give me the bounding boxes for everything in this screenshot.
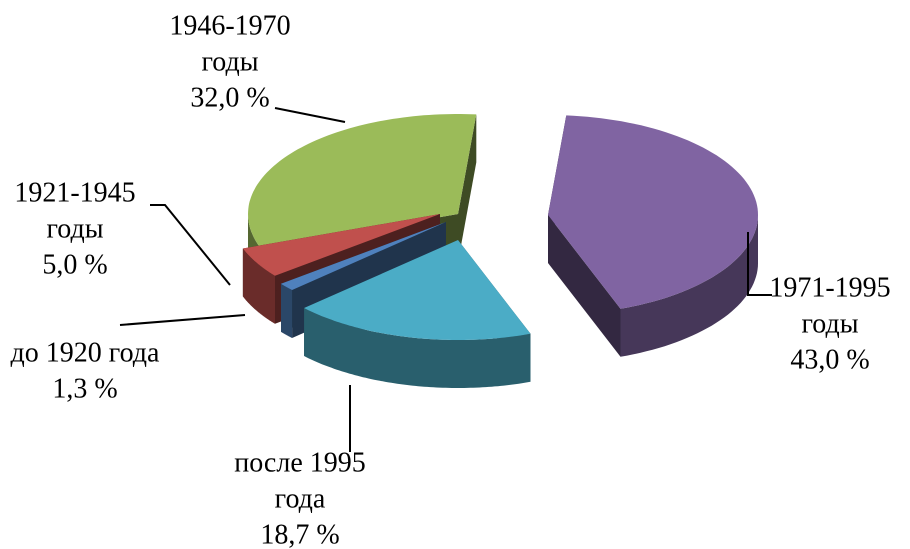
slice-top xyxy=(304,240,531,340)
value-label: 43,0 % xyxy=(790,344,869,375)
value-label: 1,3 % xyxy=(52,373,117,404)
slice-top xyxy=(548,115,758,309)
value-label: 18,7 % xyxy=(260,519,339,549)
slice-side xyxy=(548,215,621,357)
slice-label: 1946-1970 xyxy=(169,10,290,41)
slice-label: до 1920 года xyxy=(11,337,160,368)
slice-label: после 1995 xyxy=(234,447,366,478)
slice-side xyxy=(242,214,440,297)
slice xyxy=(304,240,531,388)
slice-label: годы xyxy=(46,213,103,244)
leader-line xyxy=(119,314,246,326)
slice-label: годы xyxy=(801,308,858,339)
value-label: 5,0 % xyxy=(42,249,107,280)
slice-wall xyxy=(304,308,531,388)
leader-line xyxy=(747,232,772,296)
slice-top xyxy=(248,114,477,249)
slice-top xyxy=(281,222,446,290)
leader-line xyxy=(274,107,346,123)
slice-top xyxy=(242,214,440,276)
slice-wall xyxy=(620,215,758,357)
slice-side xyxy=(458,114,477,263)
slice-wall xyxy=(242,248,275,324)
slice xyxy=(548,115,758,357)
slice-label: годы xyxy=(201,46,258,77)
leader-line xyxy=(150,204,231,286)
slice-label: 1971-1995 xyxy=(769,272,890,303)
slice-wall xyxy=(281,283,293,338)
slice-label: года xyxy=(275,483,326,514)
value-label: 32,0 % xyxy=(190,82,269,113)
slice-label: 1921-1945 xyxy=(14,177,135,208)
